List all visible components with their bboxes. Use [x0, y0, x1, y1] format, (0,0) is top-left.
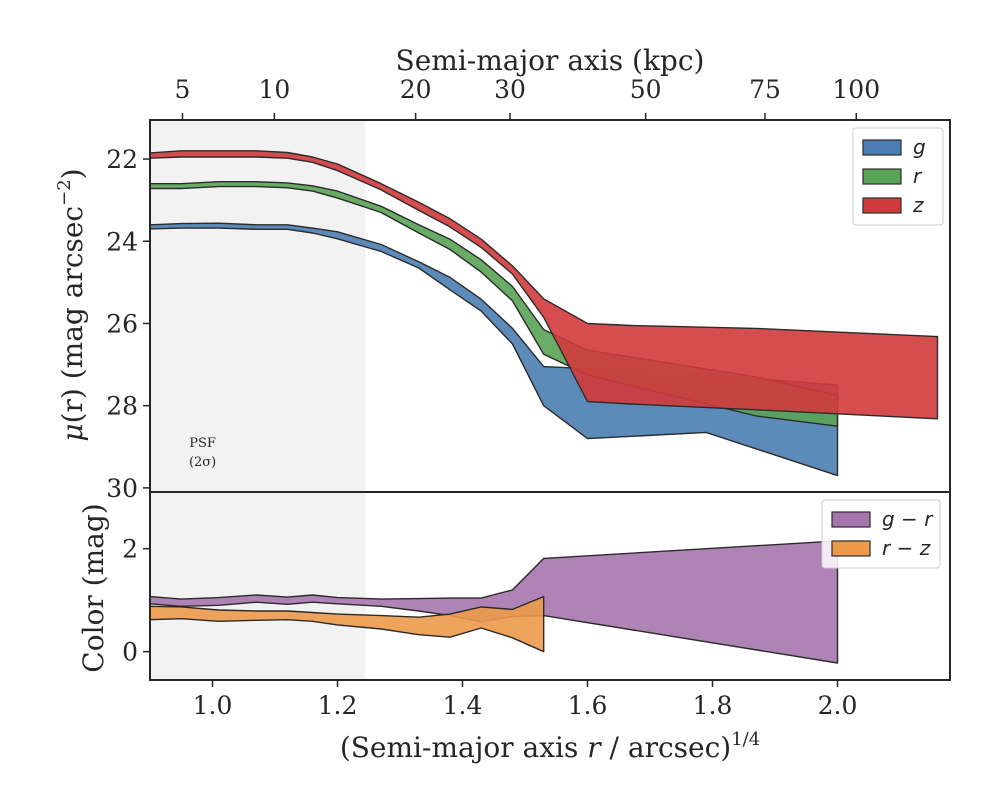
top-tick-label-3: 30 — [494, 75, 526, 104]
y-title-r-open: (r) — [56, 388, 89, 423]
top-axis-title: Semi-major axis (kpc) — [396, 44, 705, 77]
bottom-legend-swatch-0 — [831, 511, 871, 528]
axis-ticks: 1.0 1.2 1.4 1.6 1.8 2.05 10 20 30 50 75 10022242628… — [106, 75, 880, 720]
top-y-tick-label-2: 26 — [106, 309, 138, 338]
top-tick-label-1: 10 — [258, 75, 290, 104]
psf-label-line2: (2σ) — [189, 455, 216, 470]
top-legend-swatch-2 — [862, 197, 902, 214]
x-tick-label-2: 1.4 — [443, 691, 483, 720]
x-axis-title-var: r — [587, 731, 602, 764]
x-axis-title-suffix: / arcsec) — [601, 731, 732, 764]
top-y-tick-label-0: 22 — [106, 145, 138, 174]
top-y-axis-title: μ(r) (mag arcsec−2) — [54, 168, 89, 441]
top-legend-swatch-1 — [862, 168, 902, 185]
bottom-panel-frame — [149, 491, 951, 681]
x-tick-label-0: 1.0 — [193, 691, 233, 720]
top-y-tick-label-4: 30 — [106, 474, 138, 503]
top-legend: grz — [852, 127, 944, 226]
psf-region-top — [150, 120, 366, 492]
bottom-y-tick-label-0: 0 — [122, 638, 138, 667]
top-y-tick-label-3: 28 — [106, 392, 138, 421]
bottom-legend: g − r r − z — [821, 499, 941, 569]
top-tick-label-6: 100 — [832, 75, 880, 104]
bottom-legend-swatch-1 — [831, 540, 871, 557]
top-legend-label-0: g — [913, 135, 926, 159]
top-legend-swatch-0 — [862, 139, 902, 156]
x-axis-title: (Semi-major axis r / arcsec)1/4 — [340, 729, 760, 764]
top-tick-label-5: 75 — [749, 75, 781, 104]
bottom-legend-label-0: g − r — [882, 507, 934, 531]
bottom-y-axis-title: Color (mag) — [77, 503, 110, 672]
psf-region-bottom — [150, 492, 366, 680]
x-axis-title-exp: 1/4 — [731, 729, 760, 750]
top-tick-label-4: 50 — [630, 75, 662, 104]
top-panel-series — [149, 150, 939, 477]
top-band-0 — [149, 222, 839, 477]
y-title-exp: −2 — [54, 179, 75, 206]
y-title-mu: μ — [56, 423, 89, 441]
top-tick-label-2: 20 — [400, 75, 432, 104]
x-tick-label-1: 1.2 — [318, 691, 358, 720]
bottom-band-0 — [149, 540, 839, 664]
top-band-2 — [149, 150, 939, 420]
bottom-y-tick-label-1: 2 — [122, 535, 138, 564]
bottom-panel-series — [149, 540, 839, 664]
y-title-unit: (mag arcsec — [56, 206, 89, 388]
top-legend-label-2: z — [912, 193, 924, 217]
y-title-close: ) — [56, 168, 89, 179]
bottom-legend-label-1: r − z — [882, 536, 931, 560]
top-legend-label-1: r — [913, 164, 923, 188]
top-y-tick-label-1: 24 — [106, 227, 138, 256]
x-tick-label-4: 1.8 — [693, 691, 733, 720]
top-tick-label-0: 5 — [175, 75, 191, 104]
x-tick-label-3: 1.6 — [568, 691, 608, 720]
x-tick-label-5: 2.0 — [818, 691, 858, 720]
x-axis-title-prefix: (Semi-major axis — [340, 731, 587, 764]
bottom-band-1 — [149, 595, 545, 653]
psf-label-line1: PSF — [189, 436, 216, 451]
